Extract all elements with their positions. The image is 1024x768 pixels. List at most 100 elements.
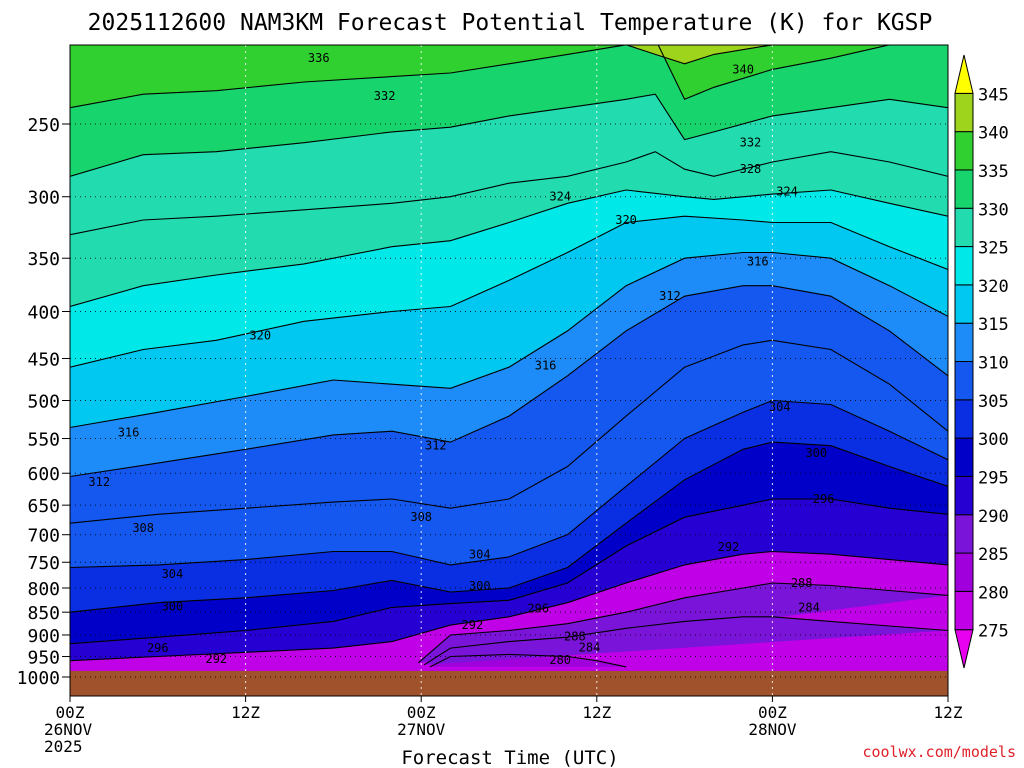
y-tick-label: 650 <box>27 496 60 517</box>
isentrope-288 <box>417 582 948 664</box>
colorbar-swatch <box>954 399 974 439</box>
contour-label: 312 <box>425 439 447 453</box>
x-tick-label: 26NOV <box>44 720 93 739</box>
isentrope-304 <box>70 399 948 569</box>
contour-label: 280 <box>549 653 571 667</box>
contour-label: 300 <box>162 599 184 613</box>
filled-contour-bands <box>70 45 948 696</box>
x-tick-label: 12Z <box>582 703 611 722</box>
ground-below-surface <box>70 670 948 696</box>
y-tick-label: 950 <box>27 648 60 669</box>
y-tick-label: 250 <box>27 115 60 136</box>
contour-label: 312 <box>88 475 110 489</box>
isentrope-316 <box>70 251 948 429</box>
colorbar: 275 280 285 290 295 300 305 310 315 320 325 330 335 3… <box>954 54 1009 669</box>
band-fill-288 <box>418 583 948 663</box>
contour-label: 284 <box>579 641 601 655</box>
colorbar-swatch <box>954 361 974 401</box>
band-fill-340 <box>626 45 772 64</box>
y-tick-label: 700 <box>27 526 60 547</box>
x-axis-label: Forecast Time (UTC) <box>401 747 618 768</box>
colorbar-swatch <box>954 246 974 286</box>
y-tick-label: 400 <box>27 302 60 323</box>
colorbar-swatch <box>954 92 974 133</box>
isentrope-292 <box>70 550 948 662</box>
contour-label: 312 <box>659 289 681 303</box>
isentrope-300 <box>70 441 948 613</box>
x-tick-label: 00Z <box>758 703 787 722</box>
contour-label: 296 <box>147 641 169 655</box>
isentrope-332 <box>70 93 948 177</box>
colorbar-min-arrow <box>954 629 974 669</box>
colorbar-label: 315 <box>978 315 1009 335</box>
contour-label: 316 <box>118 426 140 440</box>
colorbar-swatch <box>954 169 974 209</box>
colorbar-swatch <box>954 207 974 248</box>
contour-label: 308 <box>132 521 154 535</box>
x-tick-label: 27NOV <box>397 720 446 739</box>
contour-label: 288 <box>564 629 586 643</box>
colorbar-label: 300 <box>978 430 1009 450</box>
band-fill-284 <box>424 616 948 665</box>
colorbar-label: 310 <box>978 354 1009 374</box>
x-tick-label: 12Z <box>231 703 260 722</box>
contour-label: 316 <box>535 359 557 373</box>
colorbar-swatch <box>954 284 974 324</box>
isentrope-340 <box>625 45 774 65</box>
contour-label: 304 <box>469 548 491 562</box>
contour-label: 296 <box>527 601 549 615</box>
contour-label: 300 <box>469 579 491 593</box>
isentrope-324 <box>70 189 948 308</box>
contour-label: 304 <box>769 400 791 414</box>
isentrope-308 <box>70 339 948 524</box>
isentrope-312 <box>70 285 948 478</box>
colorbar-swatch <box>954 475 974 516</box>
plot-area: 344 340 336 332 332 328 324 324 320 320 316 316 316 3… <box>70 45 948 696</box>
isentrope-328 <box>70 151 948 236</box>
colorbar-label: 285 <box>978 545 1009 565</box>
y-tick-label: 450 <box>27 349 60 370</box>
contour-label: 324 <box>776 184 798 198</box>
contour-label: 304 <box>162 567 184 581</box>
chart-title: 2025112600 NAM3KM Forecast Potential Tem… <box>88 10 933 36</box>
contour-label: 292 <box>205 652 227 666</box>
contour-label: 292 <box>718 540 740 554</box>
isentrope-280 <box>429 653 627 668</box>
colorbar-label: 335 <box>978 162 1009 182</box>
y-tick-label: 500 <box>27 392 60 413</box>
contour-label: 328 <box>740 162 762 176</box>
contour-labels: 344 340 336 332 332 328 324 324 320 320 316 316 316 3… <box>88 45 835 667</box>
x-tick-label: 28NOV <box>748 720 797 739</box>
colorbar-label: 290 <box>978 507 1009 527</box>
y-tick-label: 300 <box>27 188 60 209</box>
contour-label: 316 <box>747 255 769 269</box>
colorbar-label: 305 <box>978 392 1009 412</box>
y-tick-label: 850 <box>27 603 60 624</box>
colorbar-label: 340 <box>978 124 1009 144</box>
plot-frame <box>69 44 949 697</box>
colorbar-swatch <box>954 514 974 554</box>
colorbar-swatch <box>954 131 974 171</box>
contour-label: 332 <box>374 89 396 103</box>
contour-label: 336 <box>308 51 330 65</box>
y-tick-label: 900 <box>27 626 60 647</box>
contour-label: 308 <box>410 510 432 524</box>
contour-label: 332 <box>740 136 762 150</box>
colorbar-max-arrow <box>954 54 974 94</box>
colorbar-swatch <box>954 552 974 592</box>
colorbar-label: 330 <box>978 200 1009 220</box>
contour-label: 340 <box>732 62 754 76</box>
contour-label: 300 <box>805 446 827 460</box>
contour-label: 292 <box>462 618 484 632</box>
colorbar-swatch <box>954 322 974 362</box>
isentrope-296 <box>70 498 948 645</box>
y-tick-label: 550 <box>27 430 60 451</box>
contour-label: 296 <box>813 492 835 506</box>
isentrope-336 <box>70 45 948 109</box>
x-tick-label: 00Z <box>56 703 85 722</box>
y-tick-label: 600 <box>27 464 60 485</box>
colorbar-label: 345 <box>978 85 1009 105</box>
gridlines <box>70 45 948 696</box>
